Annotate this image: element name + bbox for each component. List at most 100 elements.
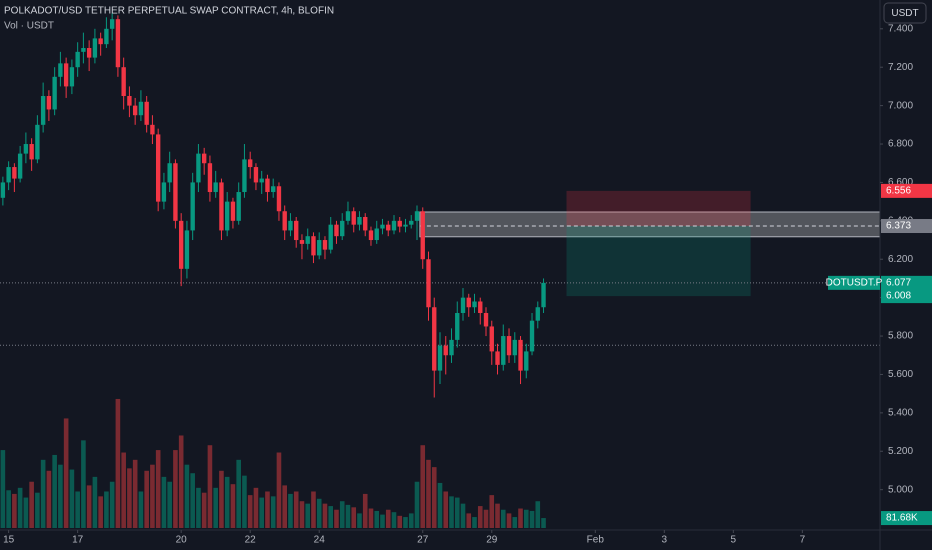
plot-area [0,13,881,528]
y-tick-label: 5.400 [888,408,913,419]
currency-button[interactable] [883,2,927,24]
candle-body [506,336,512,356]
candle-body [69,67,75,87]
volume-bar [477,506,483,528]
volume-bar [489,495,495,528]
volume-bar [150,464,155,528]
candle-body [23,144,29,154]
volume-bar [184,464,190,528]
volume-bar [253,487,259,528]
volume-bar [127,468,132,528]
candle-body [524,351,529,371]
candle-body [495,351,500,365]
volume-bar [374,510,380,528]
candle-body [190,182,195,231]
volume-bar [138,491,144,528]
x-tick-label: 20 [176,535,188,546]
volume-bar [523,509,529,528]
candle-body [322,240,328,250]
candle-body [443,345,448,356]
candle-body [288,220,293,231]
volume-bar [40,459,46,528]
candle-body [265,178,270,193]
volume-bar [316,498,322,528]
x-tick-label: 22 [245,535,257,546]
volume-bar [437,482,443,528]
y-tick-label: 6.600 [888,177,913,188]
volume-bar [322,503,328,528]
candle-body [29,144,34,160]
candle-body [276,186,282,212]
candle-body [167,163,172,183]
x-tick-label: 17 [72,535,84,546]
volume-bar [63,418,69,528]
candle-body [173,163,178,221]
target-zone [566,226,751,297]
volume-bar [167,481,172,528]
candle-body [501,336,506,365]
volume-bar [265,491,270,528]
x-tick-label: 29 [486,535,498,546]
volume-bar [81,440,86,528]
symbol-label: DOTUSDT.P [826,277,883,288]
candle-body [92,38,98,58]
volume-bar [466,513,472,528]
candle-body [6,167,11,183]
candle-body [52,76,57,110]
volume-bar [500,509,506,528]
volume-bar [397,515,403,528]
volume-bar [35,492,40,528]
candle-body [391,220,397,231]
candle-body [178,220,184,269]
candle-body [466,297,471,308]
volume-bar [46,470,52,528]
x-tick-label: Feb [587,535,605,546]
y-tick-label: 7.000 [888,100,913,111]
candle-body [196,153,201,183]
volume-bar [431,467,437,528]
price-tag [881,289,932,304]
candle-body [12,167,17,179]
volume-bar [23,497,29,528]
candle-body [426,259,431,308]
candle-body [529,320,535,352]
candle-body [75,51,80,68]
volume-bar [104,491,109,528]
volume-bar [288,493,293,528]
volume-bar [351,507,357,528]
volume-bar [109,481,115,528]
candle-body [397,220,402,227]
candle-body [132,105,138,116]
candle-body [345,211,351,221]
candle-body [460,297,466,314]
candle-body [472,301,477,308]
candle-body [161,182,167,202]
volume-bar [385,509,391,528]
volume-bar [270,496,276,528]
volume-bar [483,509,489,528]
volume-bar [52,454,57,528]
volume-bar [115,398,121,528]
volume-bar [58,464,63,528]
volume-bar [535,501,541,528]
candle-body [299,240,305,244]
currency-label[interactable]: USDT [891,8,918,19]
symbol-tag [828,275,880,290]
volume-bar [282,485,288,528]
volume-bar [512,517,518,528]
volume-bar [408,513,414,528]
y-tick-label: 5.000 [888,484,913,495]
volume-bar [420,445,426,528]
volume-bar [334,509,339,528]
y-tick-label: 5.800 [888,331,913,342]
volume-bar [495,503,500,528]
volume-bar [414,481,420,528]
volume-bar [92,476,98,528]
candle-body [512,339,517,356]
candle-body [58,63,63,77]
candle-body [351,211,356,225]
candle-body [46,96,52,110]
candle-body [455,313,460,340]
price-tag-label: 6.077 [886,277,911,288]
